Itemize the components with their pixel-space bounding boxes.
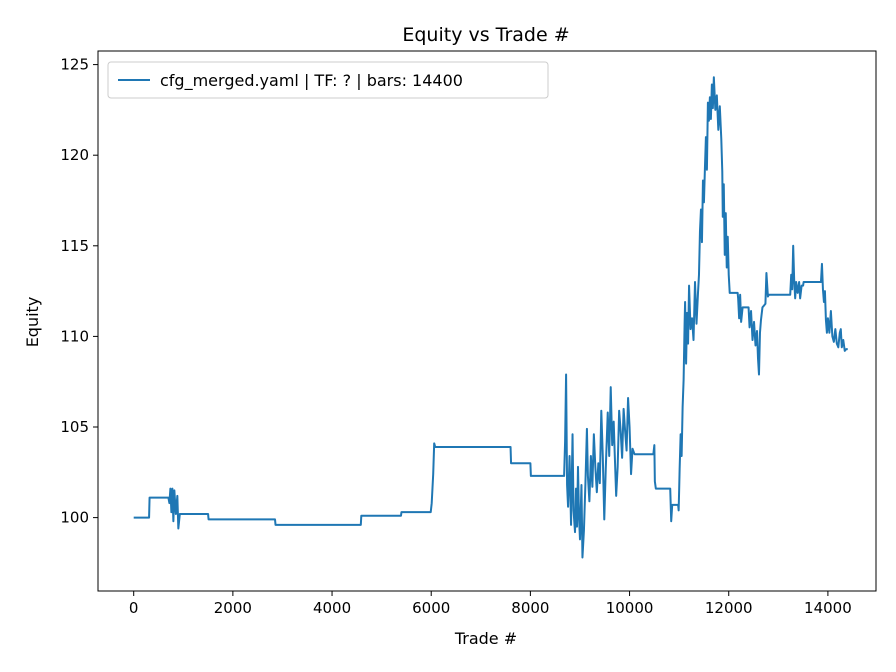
x-tick-label: 12000: [705, 599, 753, 617]
equity-series-line: [133, 76, 848, 559]
x-tick-label: 2000: [214, 599, 252, 617]
plot-area: [97, 50, 877, 592]
legend: cfg_merged.yaml | TF: ? | bars: 14400: [107, 61, 549, 99]
legend-box: [107, 61, 549, 99]
x-tick-label: 10000: [606, 599, 654, 617]
x-tick-label: 14000: [804, 599, 852, 617]
y-tick-label: 100: [60, 509, 89, 527]
y-tick-label: 105: [60, 418, 89, 436]
y-axis: 100 105 110 115 120 125: [60, 56, 98, 527]
x-tick-label: 0: [129, 599, 139, 617]
y-tick-label: 115: [60, 237, 89, 255]
legend-entry-label: cfg_merged.yaml | TF: ? | bars: 14400: [160, 71, 463, 91]
chart-title: Equity vs Trade #: [402, 24, 569, 46]
x-axis-label: Trade #: [454, 629, 517, 648]
x-axis: 0 2000 4000 6000 8000 10000 12000 14000: [129, 591, 852, 617]
x-tick-label: 6000: [412, 599, 450, 617]
y-tick-label: 125: [60, 56, 89, 74]
x-tick-label: 4000: [313, 599, 351, 617]
y-tick-label: 110: [60, 327, 89, 345]
x-tick-label: 8000: [511, 599, 549, 617]
y-axis-label: Equity: [23, 297, 42, 348]
axes-frame: [97, 50, 877, 592]
y-tick-label: 120: [60, 146, 89, 164]
